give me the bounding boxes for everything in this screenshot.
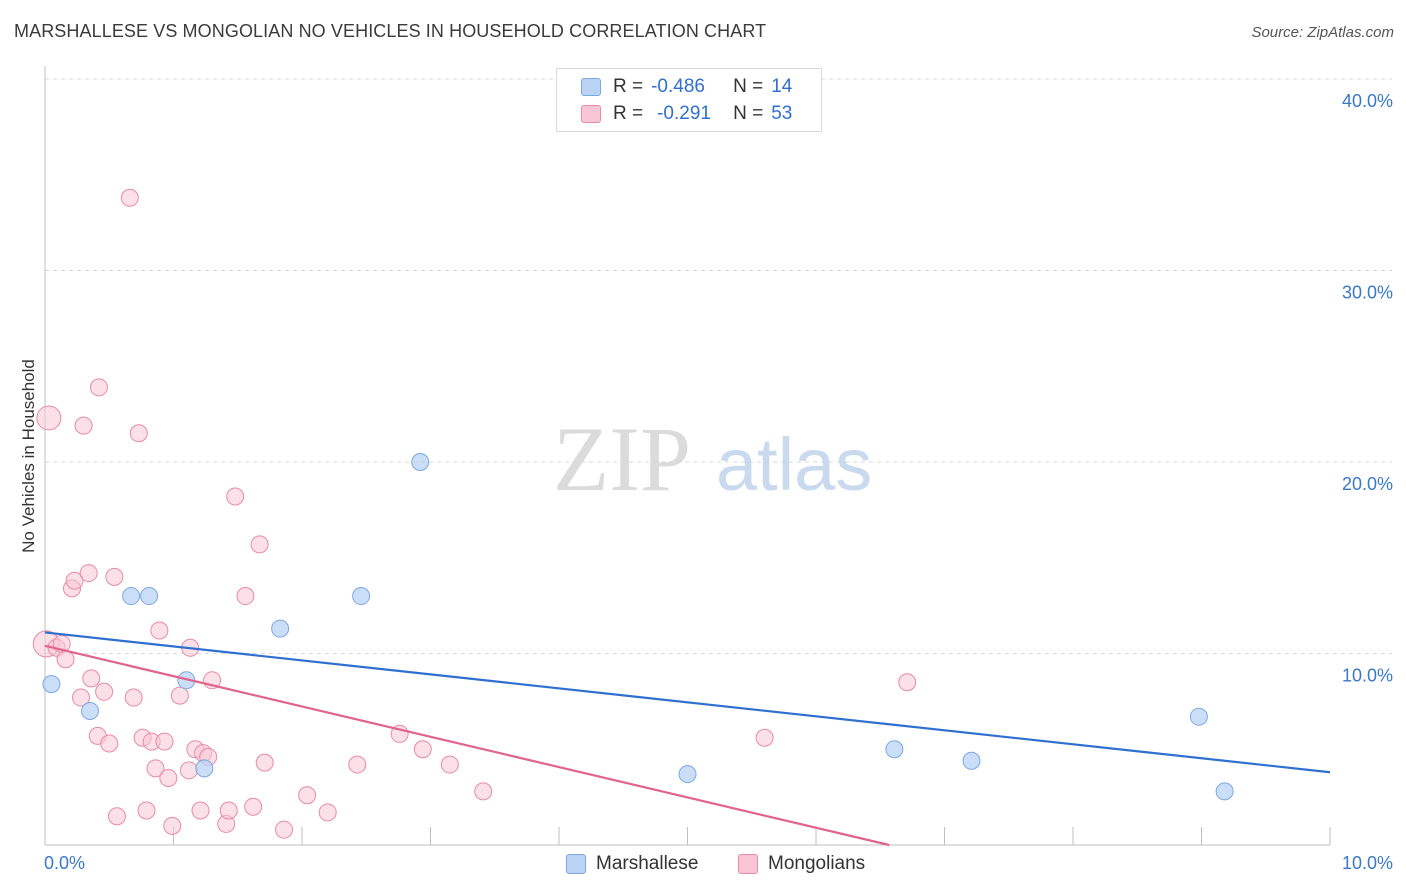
legend-n-value-marshallese: 14 <box>771 76 793 97</box>
legend-n-label: N = <box>733 76 764 97</box>
legend-n-label: N = <box>733 103 764 124</box>
bottom-legend-label-marshallese: Marshallese <box>596 853 699 874</box>
mongolians-point <box>74 416 93 435</box>
mongolians-point <box>95 682 114 701</box>
marshallese-legend-icon <box>566 854 586 874</box>
mongolians-point <box>89 378 108 397</box>
marshallese-point <box>80 701 99 720</box>
x-tick-label: 0.0% <box>44 853 85 873</box>
mongolians-point <box>226 487 245 506</box>
mongolians-point <box>129 424 148 443</box>
axes <box>44 66 1331 846</box>
mongolians-point <box>82 669 101 688</box>
mongolians-point <box>440 755 459 774</box>
mongolians-point <box>65 571 84 590</box>
mongolians-point <box>36 405 62 431</box>
marshallese-point <box>411 453 430 471</box>
mongolians-point <box>348 755 367 774</box>
marshallese-trend-line <box>44 631 1331 774</box>
mongolians-point <box>120 188 139 207</box>
mongolians-point <box>155 732 174 751</box>
legend-r-label: R = <box>613 76 644 97</box>
mongolians-point <box>107 807 126 826</box>
mongolians-point <box>755 728 774 747</box>
mongolians-point <box>179 761 198 780</box>
mongolians-point <box>298 786 317 805</box>
mongolians-point <box>100 734 119 753</box>
legend-row-marshallese: R = -0.486 N = 14 <box>581 76 792 98</box>
chart-title: MARSHALLESE VS MONGOLIAN NO VEHICLES IN … <box>14 21 767 41</box>
watermark-atlas: atlas <box>716 423 872 506</box>
legend-r-value-marshallese: -0.486 <box>651 76 705 97</box>
correlation-legend: R = -0.486 N = 14 R = -0.291 N = 53 <box>556 68 822 132</box>
legend-row-mongolians: R = -0.291 N = 53 <box>581 103 792 125</box>
marshallese-point <box>885 740 904 759</box>
mongolians-point <box>163 816 182 835</box>
mongolians-point <box>474 782 493 801</box>
marshallese-point <box>962 751 981 770</box>
marshallese-point <box>42 675 61 694</box>
marshallese-point <box>1215 782 1234 801</box>
mongolians-point <box>255 753 274 772</box>
mongolians-point <box>219 801 238 820</box>
source-label: Source: ZipAtlas.com <box>1251 24 1394 41</box>
mongolians-point <box>191 801 210 820</box>
legend-r-label: R = <box>613 103 644 124</box>
mongolians-point <box>898 673 917 692</box>
mongolians-point <box>244 797 263 816</box>
marshallese-point <box>1189 707 1208 726</box>
marshallese-point <box>271 619 290 638</box>
bottom-legend-mongolians: Mongolians <box>738 852 865 876</box>
y-tick-label: 30.0% <box>1342 283 1393 303</box>
mongolians-point <box>146 759 165 778</box>
trend-lines <box>44 631 1331 847</box>
marshallese-point <box>140 587 159 606</box>
y-tick-label: 20.0% <box>1342 474 1393 494</box>
mongolians-swatch-icon <box>581 105 601 123</box>
marshallese-point <box>352 587 371 606</box>
y-tick-label: 10.0% <box>1342 666 1393 686</box>
mongolians-point <box>137 801 156 820</box>
mongolians-point <box>150 621 169 640</box>
mongolians-point <box>124 688 143 707</box>
marshallese-point <box>122 587 141 606</box>
watermark-zip: ZIP <box>553 408 691 510</box>
tick-labels: 10.0% 20.0% 30.0% 40.0% 0.0% 10.0% <box>44 91 1393 873</box>
mongolians-point <box>236 587 255 606</box>
bottom-legend-label-mongolians: Mongolians <box>768 853 866 874</box>
marshallese-point <box>195 759 214 778</box>
mongolians-points <box>32 188 917 839</box>
mongolians-point <box>413 740 432 759</box>
mongolians-point <box>105 567 124 586</box>
marshallese-points <box>42 453 1234 801</box>
mongolians-point <box>250 535 269 554</box>
mongolians-point <box>56 650 75 669</box>
mongolians-legend-icon <box>738 854 758 874</box>
mongolians-point <box>159 768 178 787</box>
y-axis-label: No Vehicles in Household <box>19 359 38 553</box>
y-tick-label: 40.0% <box>1342 91 1393 111</box>
marshallese-swatch-icon <box>581 78 601 96</box>
mongolians-trend-line <box>44 644 890 847</box>
mongolians-point <box>79 564 98 583</box>
x-tick-label: 10.0% <box>1342 853 1393 873</box>
bottom-legend-marshallese: Marshallese <box>566 852 698 876</box>
mongolians-point <box>318 803 337 822</box>
mongolians-point <box>275 820 294 839</box>
mongolians-point <box>170 686 189 705</box>
marshallese-point <box>678 765 697 784</box>
mongolians-point <box>71 688 90 707</box>
legend-r-value-mongolians: -0.291 <box>657 103 711 124</box>
grid-lines <box>45 78 1392 654</box>
legend-n-value-mongolians: 53 <box>771 103 793 124</box>
